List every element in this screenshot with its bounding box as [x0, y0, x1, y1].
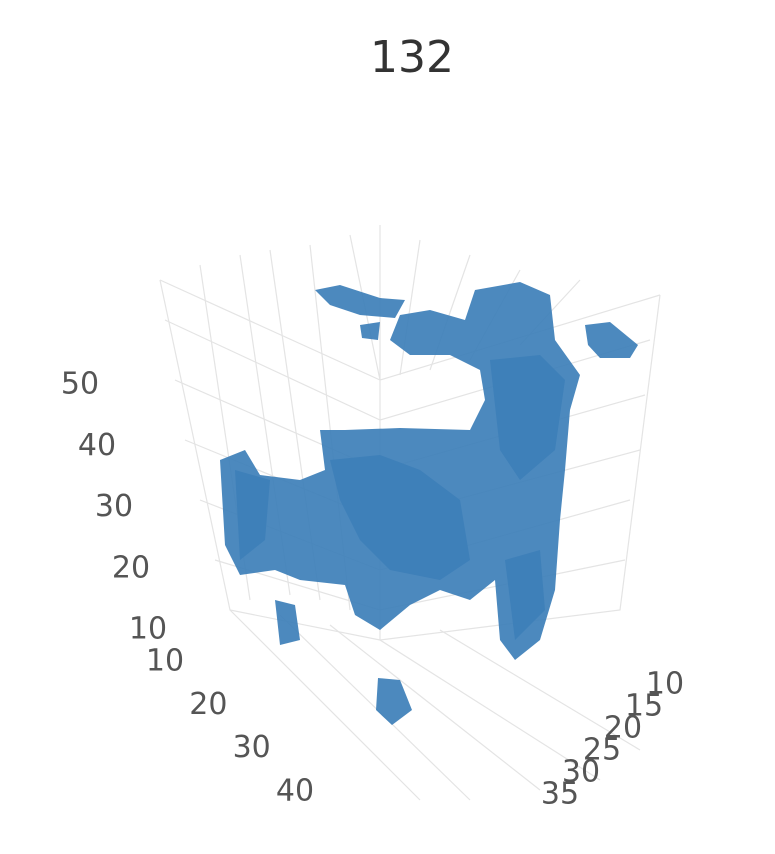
y-tick-label: 10: [646, 667, 684, 702]
z-tick-label: 30: [95, 489, 133, 524]
isosurface: [220, 282, 638, 725]
y-tick-label: 20: [604, 711, 642, 746]
chart-title: 132: [370, 32, 454, 83]
z-tick-label: 50: [61, 367, 99, 402]
z-tick-label: 20: [112, 550, 150, 585]
x-tick-label: 10: [146, 644, 184, 679]
y-tick-label: 30: [562, 755, 600, 790]
y-tick-label: 25: [583, 733, 621, 768]
z-tick-label: 10: [129, 612, 167, 647]
z-tick-label: 40: [78, 428, 116, 463]
x-tick-label: 40: [276, 774, 314, 809]
y-tick-label: 35: [541, 777, 579, 812]
x-tick-label: 30: [233, 730, 271, 765]
y-tick-label: 15: [625, 689, 663, 724]
x-tick-label: 20: [189, 687, 227, 722]
